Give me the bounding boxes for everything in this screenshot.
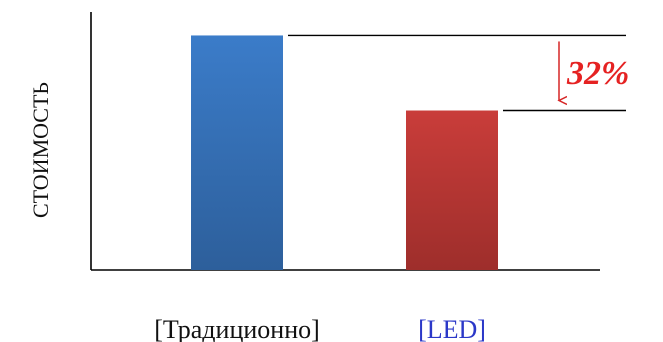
bar-led [406, 110, 498, 270]
bar-traditional [191, 35, 283, 270]
difference-annotation: 32% [566, 55, 629, 92]
y-axis-label: СТОИМОСТЬ [28, 82, 53, 218]
x-tick-label-traditional: [Традиционно] [154, 315, 320, 342]
x-tick-label-led: [LED] [418, 315, 486, 342]
